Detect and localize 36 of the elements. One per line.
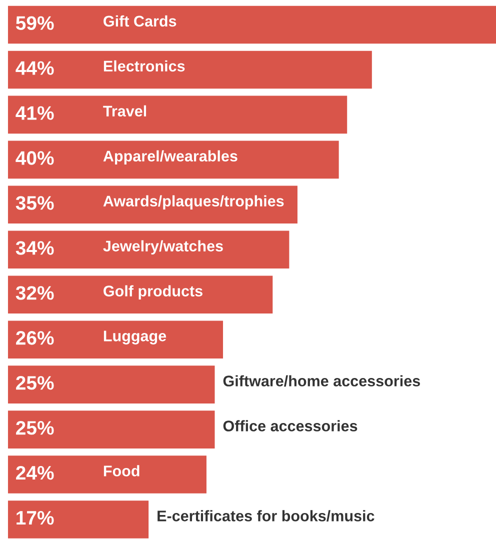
data-label: 41% xyxy=(16,106,54,120)
data-label: 17% xyxy=(16,511,54,525)
bar xyxy=(8,186,298,224)
data-label: 25% xyxy=(16,421,54,435)
y-tick-label: Food xyxy=(104,465,140,476)
bar xyxy=(8,50,372,89)
bar xyxy=(8,456,206,494)
y-tick-label: Travel xyxy=(103,105,146,117)
data-label: 34% xyxy=(16,241,54,255)
data-label: 24% xyxy=(16,466,54,480)
y-tick-label: Office accessories xyxy=(223,420,358,432)
bar xyxy=(8,140,339,179)
y-tick-label: Electronics xyxy=(104,60,185,72)
bar xyxy=(8,96,348,134)
data-label: 44% xyxy=(16,61,54,75)
y-tick-label: Jewelry/watches xyxy=(103,240,223,255)
bar xyxy=(8,366,215,404)
data-label: 26% xyxy=(16,331,54,345)
data-label: 32% xyxy=(16,286,54,300)
y-tick-label: Luggage xyxy=(104,330,166,344)
y-tick-label: Apparel/wearables xyxy=(103,150,238,165)
bar xyxy=(8,320,224,358)
y-tick-label: Giftware/home accessories xyxy=(223,375,420,387)
bar xyxy=(8,230,290,269)
y-tick-label: Golf products xyxy=(104,285,202,300)
bar xyxy=(8,410,215,448)
bar xyxy=(8,276,273,314)
data-label: 40% xyxy=(16,151,54,165)
y-tick-label: Awards/plaques/trophies xyxy=(103,195,284,210)
data-label: 25% xyxy=(16,376,54,390)
y-tick-label: Gift Cards xyxy=(104,15,176,27)
data-label: 59% xyxy=(16,16,54,30)
bar xyxy=(8,6,496,44)
data-label: 35% xyxy=(16,196,54,210)
bar xyxy=(8,500,149,538)
y-tick-label: E-certificates for books/music xyxy=(158,510,374,522)
